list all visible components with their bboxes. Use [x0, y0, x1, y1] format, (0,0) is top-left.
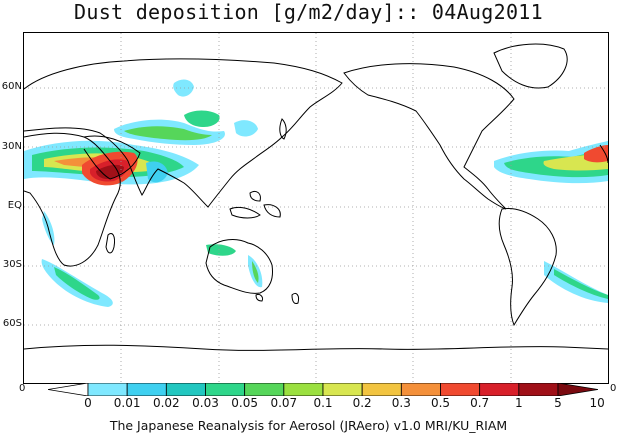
colorbar-tick-label: 0.5: [430, 396, 451, 410]
colorbar-tick-label: 0.3: [391, 396, 411, 410]
colorbar-tick-label: 0.07: [270, 396, 298, 410]
graticule: [24, 33, 608, 383]
lat-label-60s: 60S: [2, 318, 22, 329]
map-title: Dust deposition [g/m2/day]:: 04Aug2011: [74, 0, 543, 24]
colorbar-cell-13: [557, 383, 598, 396]
colorbar-cell-12: [518, 383, 559, 396]
colorbar-cell-2: [126, 383, 167, 396]
colorbar: [48, 383, 598, 396]
dust-field-layer: [24, 79, 608, 307]
colorbar-tick-label: 10: [589, 396, 605, 410]
map-frame: [23, 32, 609, 384]
colorbar-cell-5: [244, 383, 285, 396]
colorbar-cell-10: [440, 383, 481, 396]
colorbar-cell-3: [165, 383, 206, 396]
colorbar-cell-11: [479, 383, 520, 396]
lat-label-eq: EQ: [7, 200, 22, 211]
colorbar-cell-1: [87, 383, 128, 396]
lat-label-30n: 30N: [1, 141, 22, 152]
colorbar-right-end-label: 0: [610, 383, 617, 394]
lat-label-30s: 30S: [2, 259, 22, 270]
colorbar-tick-label: 0.03: [192, 396, 219, 410]
colorbar-tick-label: 0: [84, 396, 92, 410]
colorbar-tick-label: 0.1: [313, 396, 333, 410]
colorbar-tick-label: 1: [515, 396, 523, 410]
colorbar-tick-label: 0.2: [352, 396, 372, 410]
colorbar-cell-9: [400, 383, 441, 396]
colorbar-cell-4: [205, 383, 246, 396]
colorbar-tick-label: 0.02: [152, 396, 180, 410]
colorbar-tick-label: 0.05: [231, 396, 259, 410]
lat-label-60n: 60N: [1, 81, 22, 92]
colorbar-cell-0: [48, 383, 89, 396]
colorbar-cell-6: [283, 383, 324, 396]
colorbar-tick-label: 0.7: [470, 396, 490, 410]
coastlines: [24, 43, 608, 351]
colorbar-labels: 0 0.01 0.02 0.03 0.05 0.07 0.1 0.2 0.3 0.5 0.7 1 5 10: [0, 396, 617, 412]
colorbar-tick-label: 0.01: [113, 396, 141, 410]
colorbar-tick-label: 5: [554, 396, 562, 410]
world-map: [24, 33, 608, 383]
colorbar-cell-8: [361, 383, 402, 396]
footer-credit: The Japanese Reanalysis for Aerosol (JRA…: [109, 418, 508, 433]
colorbar-left-end-label: 0: [19, 383, 26, 394]
colorbar-cell-7: [322, 383, 363, 396]
